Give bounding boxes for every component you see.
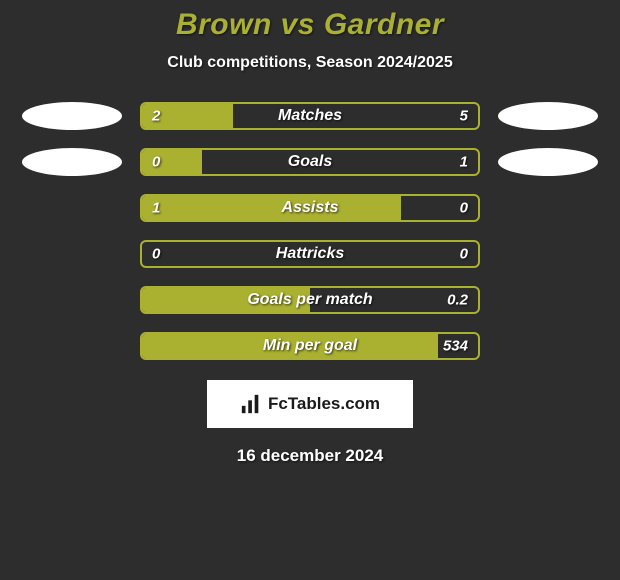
stat-label: Goals per match	[247, 291, 372, 309]
stat-row: Hattricks 0 0	[0, 240, 620, 268]
stat-label: Goals	[288, 153, 332, 171]
stat-label: Assists	[282, 199, 339, 217]
stat-row: Matches 2 5	[0, 102, 620, 130]
stat-value-right: 0	[460, 246, 468, 263]
stat-row: Goals 0 1	[0, 148, 620, 176]
player-badge-left	[22, 102, 122, 130]
stat-label: Min per goal	[263, 337, 357, 355]
bar-fill-left	[142, 196, 401, 220]
stat-value-left: 0	[152, 154, 160, 171]
stat-label: Matches	[278, 107, 342, 125]
stat-value-right: 534	[443, 338, 468, 355]
stat-bar: Assists 1 0	[140, 194, 480, 222]
player-badge-right	[498, 102, 598, 130]
stat-row: Min per goal 534	[0, 332, 620, 360]
stat-row: Goals per match 0.2	[0, 286, 620, 314]
stat-bar: Hattricks 0 0	[140, 240, 480, 268]
stat-bar: Goals 0 1	[140, 148, 480, 176]
stat-bar: Goals per match 0.2	[140, 286, 480, 314]
subtitle: Club competitions, Season 2024/2025	[0, 54, 620, 72]
stat-rows: Matches25Goals01Assists10Hattricks00Goal…	[0, 102, 620, 360]
comparison-infographic: Brown vs Gardner Club competitions, Seas…	[0, 0, 620, 466]
stat-value-right: 1	[460, 154, 468, 171]
stat-bar: Matches 2 5	[140, 102, 480, 130]
stat-value-right: 0.2	[447, 292, 468, 309]
logo-box: FcTables.com	[207, 380, 413, 428]
date: 16 december 2024	[0, 446, 620, 466]
stat-bar: Min per goal 534	[140, 332, 480, 360]
stat-value-left: 0	[152, 246, 160, 263]
title: Brown vs Gardner	[0, 8, 620, 42]
stat-value-right: 5	[460, 108, 468, 125]
stat-value-left: 1	[152, 200, 160, 217]
player-badge-right	[498, 148, 598, 176]
stat-row: Assists 1 0	[0, 194, 620, 222]
stat-label: Hattricks	[276, 245, 344, 263]
stat-value-left: 2	[152, 108, 160, 125]
player-badge-left	[22, 148, 122, 176]
bars-icon	[240, 393, 262, 415]
stat-value-right: 0	[460, 200, 468, 217]
logo-text: FcTables.com	[268, 394, 380, 414]
